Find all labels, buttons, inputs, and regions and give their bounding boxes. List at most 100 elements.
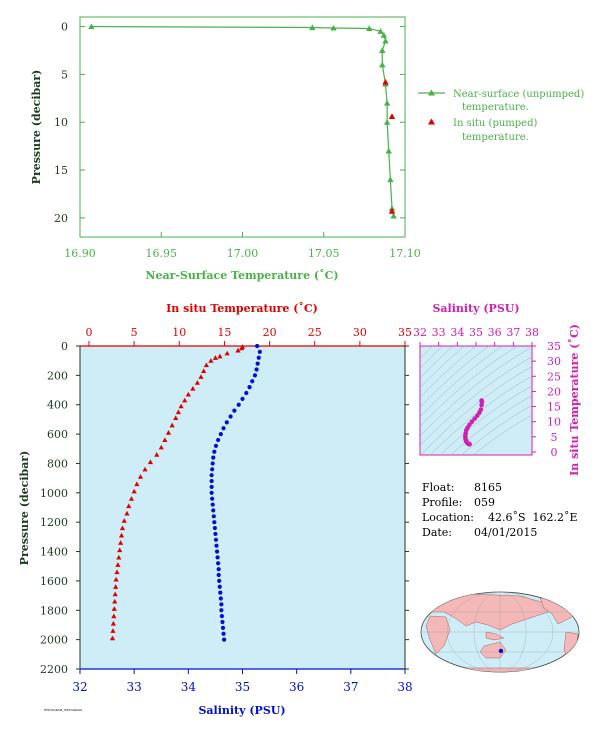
salinity-point — [219, 608, 224, 613]
top-y-tick-label: 15 — [54, 164, 68, 177]
temperature-point — [131, 488, 137, 494]
main-bottom-tick-label: 37 — [343, 680, 358, 694]
salinity-point — [212, 520, 217, 525]
float-label: Float: — [422, 481, 455, 494]
top-x-tick-label: 16.90 — [64, 247, 96, 260]
temperature-point — [114, 569, 120, 575]
top-x-axis-label: Near-Surface Temperature (˚C) — [145, 269, 338, 282]
ts-contour-line — [420, 346, 503, 418]
legend-label-red-2: temperature. — [462, 132, 529, 143]
top-x-tick-label: 17.10 — [389, 247, 421, 260]
ts-contour-line — [420, 346, 433, 360]
ts-contour-line — [439, 385, 532, 455]
temperature-point — [124, 510, 130, 516]
near-surface-point — [366, 25, 373, 32]
salinity-point — [211, 455, 216, 460]
location-value: 42.6˚S 162.2˚E — [488, 511, 578, 524]
near-surface-chart: 16.90 16.95 17.00 17.05 17.10 0 5 10 15 20 Near-… — [30, 16, 584, 282]
salinity-point — [256, 355, 261, 360]
ts-contour-line — [420, 346, 532, 437]
temperature-point — [111, 606, 117, 611]
salinity-point — [210, 461, 215, 466]
salinity-point — [218, 431, 223, 437]
profile-row: Profile: 059 — [422, 495, 578, 510]
salinity-point — [209, 473, 214, 478]
temperature-point — [201, 368, 207, 374]
salinity-point — [257, 349, 262, 354]
temperature-point — [147, 459, 154, 465]
profile-chart: 0 5 10 15 20 25 30 35 32 33 34 35 36 37 38 0 200 400 600… — [18, 302, 413, 717]
date-label: Date: — [422, 526, 453, 539]
near-surface-point — [387, 176, 394, 183]
ts-point — [475, 413, 480, 418]
temperature-point — [212, 355, 219, 360]
main-top-ticks: 0 5 10 15 20 25 30 35 — [86, 326, 412, 346]
salinity-point — [255, 343, 260, 349]
salinity-point — [216, 572, 221, 578]
near-surface-point — [309, 24, 316, 31]
salinity-point — [219, 614, 225, 619]
near-surface-point — [88, 23, 95, 30]
float-row: Float: 8165 — [422, 480, 578, 495]
temperature-point — [142, 466, 148, 472]
top-plot-frame — [79, 16, 406, 238]
ts-point — [472, 416, 477, 421]
temperature-point — [158, 444, 164, 450]
salinity-point — [220, 619, 225, 625]
temperature-point — [126, 503, 132, 509]
salinity-point — [212, 449, 217, 454]
ts-top-axis-label: Salinity (PSU) — [432, 302, 519, 315]
temperature-point — [119, 525, 126, 531]
salinity-point — [210, 502, 215, 507]
salinity-point — [240, 396, 245, 401]
salinity-point — [214, 549, 220, 554]
main-top-tick-label: 15 — [217, 326, 231, 339]
salinity-point — [218, 596, 223, 601]
salinity-point — [254, 367, 259, 372]
salinity-point — [236, 402, 241, 407]
temperature-point — [111, 613, 117, 619]
main-y-axis-label: Pressure (decibar) — [18, 451, 31, 566]
salinity-point — [224, 420, 229, 425]
top-y-tick-label: 0 — [61, 21, 68, 34]
location-label: Location: — [422, 511, 474, 524]
ts-top-tick-label: 36 — [488, 326, 502, 339]
main-bottom-tick-label: 35 — [235, 680, 250, 694]
salinity-point — [210, 467, 215, 472]
temperature-point — [109, 635, 116, 641]
temperature-point — [154, 452, 160, 457]
float-location-marker — [498, 648, 504, 654]
near-surface-point — [383, 119, 391, 125]
salinity-point — [213, 537, 219, 542]
main-bottom-tick-label: 36 — [289, 680, 304, 694]
near-surface-point — [385, 147, 392, 154]
temperature-point — [208, 358, 214, 363]
top-y-tick-label: 10 — [54, 116, 68, 129]
legend-marker-green — [428, 89, 435, 96]
temperature-point — [118, 532, 125, 538]
ts-top-tick-label: 32 — [413, 326, 427, 339]
salinity-point — [215, 555, 220, 560]
main-bottom-ticks: 32 33 34 35 36 37 38 — [72, 669, 413, 694]
temperature-point — [173, 415, 179, 421]
salinity-point — [217, 584, 222, 589]
temperature-point — [190, 385, 196, 391]
main-top-tick-label: 20 — [263, 326, 277, 339]
near-surface-point — [382, 37, 389, 44]
legend-label-red-1: In situ (pumped) — [453, 118, 537, 129]
top-series — [88, 23, 397, 219]
near-surface-point — [379, 61, 386, 68]
temperature-point — [110, 620, 117, 626]
main-y-tick-label: 1200 — [40, 516, 68, 529]
map-graticule — [421, 592, 579, 672]
profile-value: 059 — [474, 496, 495, 509]
land-indonesia — [485, 631, 505, 641]
float-position-dot — [498, 648, 504, 654]
salinity-point — [217, 578, 222, 584]
footnote: HISTOGRAM_HISTOGRAM — [44, 708, 82, 712]
ts-right-tick-label: 35 — [547, 340, 561, 353]
ts-right-tick-label: 15 — [547, 401, 561, 414]
ts-contour-line — [420, 346, 490, 408]
temperature-point — [175, 409, 182, 415]
